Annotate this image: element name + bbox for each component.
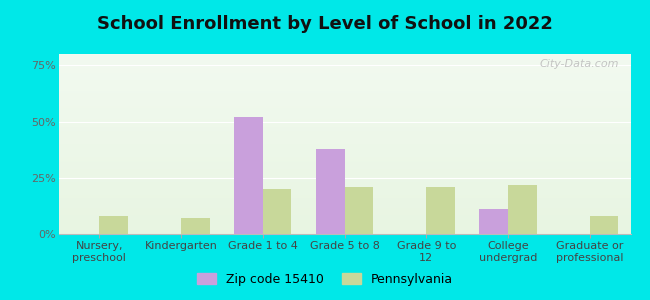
Legend: Zip code 15410, Pennsylvania: Zip code 15410, Pennsylvania [192, 268, 458, 291]
Bar [344, 187, 373, 234]
Bar [99, 216, 128, 234]
Bar [479, 209, 508, 234]
Bar [234, 117, 263, 234]
Bar [181, 218, 210, 234]
Bar [590, 216, 618, 234]
Bar [508, 184, 536, 234]
Text: School Enrollment by Level of School in 2022: School Enrollment by Level of School in … [97, 15, 553, 33]
Bar [426, 187, 455, 234]
Bar [263, 189, 291, 234]
Bar [316, 148, 344, 234]
Text: City-Data.com: City-Data.com [540, 59, 619, 69]
